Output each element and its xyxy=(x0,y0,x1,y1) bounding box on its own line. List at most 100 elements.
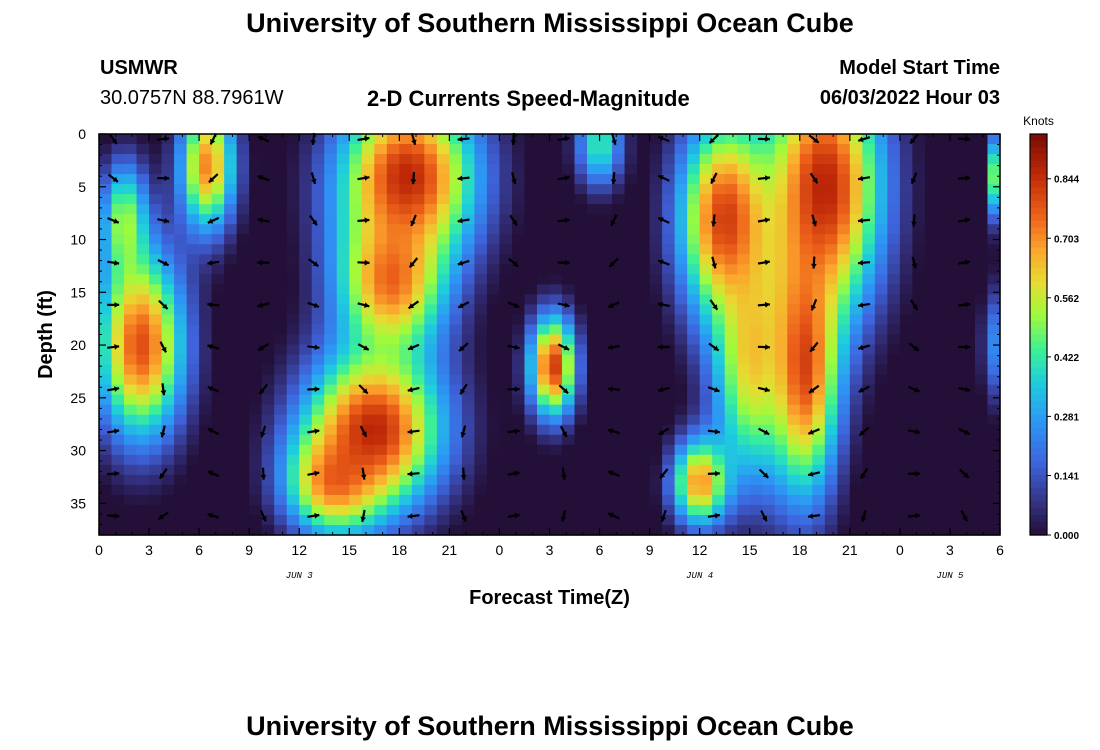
heatmap-cell xyxy=(674,204,688,215)
colorbar-segment xyxy=(1030,521,1047,529)
heatmap-cell xyxy=(286,464,300,476)
heatmap-cell xyxy=(674,394,688,406)
heatmap-cell xyxy=(349,494,363,506)
heatmap-cell xyxy=(524,474,538,486)
heatmap-cell xyxy=(724,184,738,195)
heatmap-cell xyxy=(562,254,576,265)
heatmap-cell xyxy=(712,294,726,306)
heatmap-cell xyxy=(349,274,363,285)
heatmap-cell xyxy=(737,484,751,496)
heatmap-cell xyxy=(511,364,526,376)
current-arrow xyxy=(208,173,219,184)
heatmap-cell xyxy=(937,274,951,285)
heatmap-cell xyxy=(949,364,964,376)
heatmap-cell xyxy=(336,214,350,225)
heatmap-cell xyxy=(374,144,388,155)
heatmap-cell xyxy=(549,474,563,486)
heatmap-cell xyxy=(236,264,250,275)
heatmap-cell xyxy=(511,464,526,476)
heatmap-cell xyxy=(774,444,788,456)
heatmap-cell xyxy=(236,454,250,466)
heatmap-cell xyxy=(787,454,801,466)
heatmap-cell xyxy=(349,154,363,165)
heatmap-cell xyxy=(449,474,463,486)
heatmap-cell xyxy=(937,304,951,316)
current-arrow-head xyxy=(658,259,664,265)
heatmap-cell xyxy=(286,284,300,296)
heatmap-cell xyxy=(974,434,989,446)
heatmap-cell xyxy=(637,524,651,536)
heatmap-cell xyxy=(474,514,488,526)
heatmap-cell xyxy=(311,254,325,265)
heatmap-cell xyxy=(774,464,788,476)
current-arrow-head xyxy=(764,386,770,393)
heatmap-cell xyxy=(199,494,213,506)
heatmap-cell xyxy=(449,234,463,245)
heatmap-cell xyxy=(799,514,813,526)
heatmap-cell xyxy=(424,304,438,316)
heatmap-cell xyxy=(436,264,450,275)
heatmap-cell xyxy=(499,474,513,486)
heatmap-cell xyxy=(236,374,250,386)
heatmap-cell xyxy=(374,194,388,205)
current-arrow xyxy=(757,175,771,181)
heatmap-cell xyxy=(662,164,676,175)
heatmap-cell xyxy=(399,434,413,446)
heatmap-cell xyxy=(411,164,425,175)
heatmap-cell xyxy=(937,284,951,296)
current-arrow xyxy=(457,259,470,266)
heatmap-cell xyxy=(486,524,501,536)
heatmap-cell xyxy=(637,384,651,396)
heatmap-cell xyxy=(211,164,225,175)
heatmap-cell xyxy=(211,394,225,406)
heatmap-cell xyxy=(674,184,688,195)
heatmap-cell xyxy=(549,274,563,285)
heatmap-cell xyxy=(649,294,663,306)
heatmap-cell xyxy=(812,454,826,466)
heatmap-cell xyxy=(649,284,663,296)
heatmap-cell xyxy=(912,314,926,326)
heatmap-cell xyxy=(411,344,425,356)
heatmap-cell xyxy=(174,454,188,466)
heatmap-cell xyxy=(474,294,488,306)
heatmap-cell xyxy=(286,424,300,436)
heatmap-cell xyxy=(887,324,901,336)
heatmap-cell xyxy=(449,514,463,526)
heatmap-cell xyxy=(987,154,1001,165)
current-arrow-head xyxy=(858,344,864,351)
heatmap-cell xyxy=(974,354,989,366)
heatmap-cell xyxy=(211,204,225,215)
heatmap-cell xyxy=(787,384,801,396)
heatmap-cell xyxy=(637,324,651,336)
current-arrow-head xyxy=(207,343,213,350)
heatmap-cell xyxy=(624,144,638,155)
heatmap-cell xyxy=(924,264,939,275)
current-arrow-head xyxy=(514,386,520,393)
heatmap-cell xyxy=(449,394,463,406)
heatmap-cell xyxy=(662,404,676,416)
current-arrow-head xyxy=(257,302,263,308)
heatmap-cell xyxy=(211,374,225,386)
heatmap-cell xyxy=(449,494,463,506)
heatmap-cell xyxy=(562,354,576,366)
heatmap-cell xyxy=(574,234,588,245)
heatmap-cell xyxy=(812,474,826,486)
current-arrow xyxy=(811,214,818,227)
heatmap-cell xyxy=(536,314,551,326)
heatmap-cell xyxy=(824,144,838,155)
heatmap-cell xyxy=(524,434,538,446)
heatmap-cell xyxy=(386,374,400,386)
heatmap-cell xyxy=(612,404,626,416)
heatmap-cell xyxy=(874,444,888,456)
heatmap-cell xyxy=(249,474,263,486)
heatmap-cell xyxy=(424,334,438,346)
heatmap-cell xyxy=(336,264,350,275)
heatmap-cell xyxy=(599,344,613,356)
heatmap-cell xyxy=(637,474,651,486)
heatmap-cell xyxy=(774,164,788,175)
heatmap-cell xyxy=(987,374,1001,386)
heatmap-cell xyxy=(174,134,188,145)
heatmap-cell xyxy=(249,504,263,516)
current-arrow-head xyxy=(160,390,167,396)
heatmap-cell xyxy=(161,304,175,316)
